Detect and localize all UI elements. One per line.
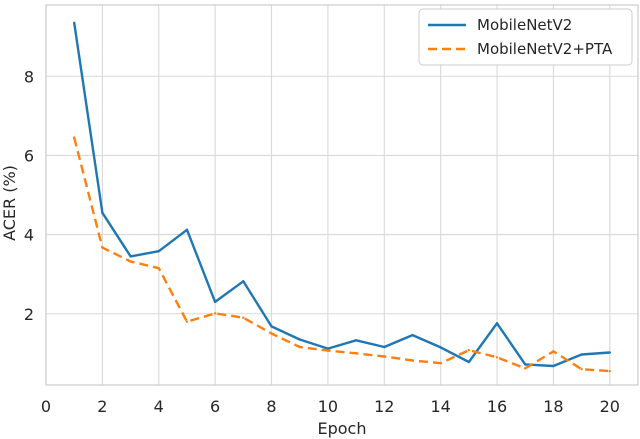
series-line-0 [73,22,610,368]
legend-box [418,8,633,66]
data-point [242,316,245,319]
data-point [298,338,301,341]
legend-label: MobileNetV2+PTA [477,40,613,58]
data-point [213,300,217,304]
legend-label: MobileNetV2 [477,16,572,34]
legend: MobileNetV2 MobileNetV2+PTA [418,8,633,66]
y-tick-label: 4 [24,226,34,245]
data-point [467,360,471,364]
data-point [383,345,386,349]
plot-border [45,4,639,386]
data-point [495,322,499,325]
data-point [411,333,414,337]
grid [45,5,638,385]
data-point [354,352,358,355]
data-point [270,332,273,335]
x-tick-label: 0 [41,397,51,416]
data-point [608,369,612,373]
x-tick-label: 14 [430,397,450,416]
data-point [326,347,330,350]
data-point [552,364,555,368]
plot-frame [45,4,639,386]
x-tick-label: 10 [318,397,338,416]
x-tick-label: 20 [600,397,620,416]
data-point [383,355,386,358]
x-tick-label: 2 [97,397,107,416]
data-point [101,246,104,249]
data-point [185,320,189,323]
y-tick-label: 8 [24,67,34,86]
data-point [129,260,132,263]
data-point [298,345,301,349]
data-point [242,280,245,283]
x-tick-label: 4 [154,397,164,416]
data-point [129,255,132,258]
data-point [580,353,583,356]
series-layer [72,21,612,373]
data-point [439,362,442,365]
x-tick-label: 8 [266,397,276,416]
data-point [72,21,76,25]
data-point [185,228,189,232]
data-point [439,346,442,349]
y-tick-label: 2 [24,305,34,324]
x-axis-label: Epoch [318,419,367,438]
x-tick-label: 16 [487,397,507,416]
data-point [72,136,76,139]
data-point [157,267,160,270]
data-point [552,350,555,353]
y-axis-label: ACER (%) [0,165,19,241]
y-tick-label: 6 [24,146,34,165]
data-point [326,349,330,352]
y-tick-labels: 2 4 6 8 [24,67,34,324]
data-point [467,348,471,352]
x-tick-labels: 0 2 4 6 8 10 12 14 16 18 20 [41,397,620,416]
data-point [524,363,527,366]
data-point [354,339,358,342]
data-point [270,325,273,328]
data-point [213,312,217,315]
data-point [524,367,527,370]
data-point [580,367,583,371]
data-point [101,211,104,215]
data-point [411,359,414,362]
x-tick-label: 6 [210,397,220,416]
series-line-1 [73,137,610,373]
x-tick-label: 12 [374,397,394,416]
data-point [495,356,499,359]
data-point [157,250,160,253]
data-point [608,351,612,354]
x-tick-label: 18 [543,397,563,416]
